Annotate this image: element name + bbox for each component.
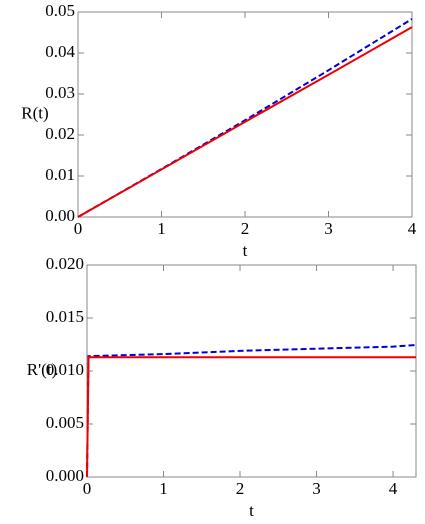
- y-tick-label: 0.00: [45, 206, 75, 225]
- y-tick-label: 0.020: [46, 254, 84, 273]
- x-axis-label: t: [249, 501, 254, 520]
- y-tick-label: 0.01: [45, 165, 75, 184]
- x-tick-label: 0: [74, 219, 83, 238]
- x-tick-label: 2: [236, 479, 245, 498]
- x-tick-label: 3: [312, 479, 321, 498]
- y-tick-label: 0.015: [46, 307, 84, 326]
- series-line: [77, 26, 413, 218]
- series-line: [77, 18, 413, 218]
- x-tick-label: 4: [408, 219, 417, 238]
- x-axis-label: t: [243, 241, 248, 260]
- series-line: [86, 344, 417, 478]
- x-tick-label: 4: [389, 479, 398, 498]
- x-tick-label: 1: [159, 479, 168, 498]
- y-axis-label: R'(t): [27, 360, 57, 379]
- y-tick-label: 0.005: [46, 413, 84, 432]
- x-tick-label: 0: [83, 479, 92, 498]
- x-tick-label: 2: [241, 219, 250, 238]
- y-tick-label: 0.010: [46, 360, 84, 379]
- plot-frame: [77, 11, 413, 218]
- y-axis-label: R(t): [21, 103, 48, 122]
- plot-frame: [86, 264, 417, 478]
- series-line: [86, 356, 416, 478]
- y-tick-label: 0.03: [45, 83, 75, 102]
- y-tick-label: 0.04: [45, 42, 75, 61]
- x-tick-label: 1: [157, 219, 166, 238]
- y-tick-label: 0.02: [45, 124, 75, 143]
- y-tick-label: 0.05: [45, 1, 75, 20]
- x-tick-label: 3: [324, 219, 333, 238]
- y-tick-label: 0.000: [46, 466, 84, 485]
